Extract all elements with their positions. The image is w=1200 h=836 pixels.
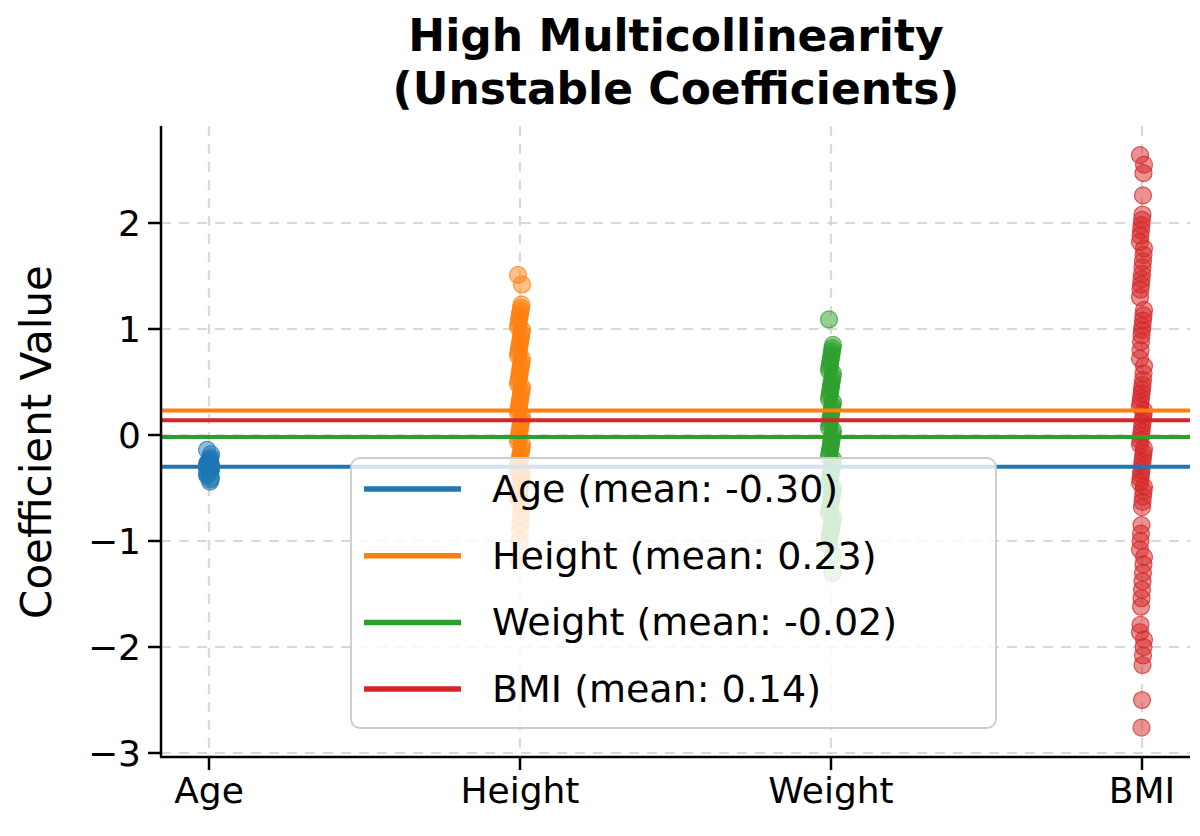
scatter-point-bmi <box>1134 499 1151 516</box>
scatter-point-weight <box>821 311 838 328</box>
x-tick-label-weight: Weight <box>768 770 893 811</box>
y-tick-label: 0 <box>118 415 141 456</box>
scatter-point-bmi <box>1135 187 1152 204</box>
scatter-point-age <box>202 473 219 490</box>
scatter-point-bmi <box>1134 692 1151 709</box>
legend-label-bmi: BMI (mean: 0.14) <box>492 667 821 711</box>
scatter-point-bmi <box>1133 598 1150 615</box>
y-tick-label: 2 <box>118 203 141 244</box>
legend-label-weight: Weight (mean: -0.02) <box>492 600 897 644</box>
scatter-point-height <box>514 276 531 293</box>
figure: High Multicollinearity (Unstable Coeffic… <box>0 0 1200 836</box>
scatter-point-bmi <box>1133 719 1150 736</box>
plot-canvas: 2 1 0 −1 −2 −3 Age Height Weight BMI Age (mean: -0… <box>0 0 1200 836</box>
scatter-point-bmi <box>1135 165 1152 182</box>
y-tick-label: −3 <box>88 733 141 774</box>
y-tick-label: −2 <box>88 627 141 668</box>
scatter-point-bmi <box>1134 657 1151 674</box>
x-tick-label-age: Age <box>174 770 244 811</box>
legend-label-age: Age (mean: -0.30) <box>492 467 838 511</box>
x-tick-label-bmi: BMI <box>1109 770 1175 811</box>
x-tick-label-height: Height <box>460 770 579 811</box>
y-tick-label: 1 <box>118 309 141 350</box>
legend-label-height: Height (mean: 0.23) <box>492 534 877 578</box>
y-tick-label: −1 <box>88 521 141 562</box>
